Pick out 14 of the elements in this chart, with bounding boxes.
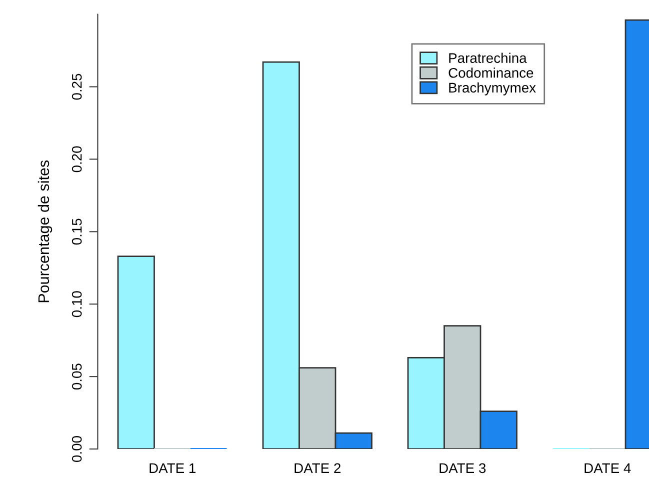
y-tick-label: 0.20 — [72, 146, 82, 172]
x-tick-label: DATE 3 — [440, 463, 486, 474]
legend-label: Codominance — [448, 68, 534, 78]
y-tick-label: 0.00 — [72, 436, 82, 462]
x-tick-label: DATE 1 — [150, 463, 196, 473]
x-tick-label: DATE 4 — [584, 463, 631, 473]
x-tick-label: DATE 2 — [294, 463, 340, 473]
y-tick-label: 0.05 — [72, 364, 82, 390]
legend-label: Brachymymex — [449, 82, 536, 96]
y-tick-label: 0.25 — [72, 74, 82, 100]
y-tick-label: 0.15 — [72, 218, 82, 245]
y-tick-label: 0.10 — [72, 291, 82, 318]
y-axis-title: Pourcentage de sites — [38, 160, 52, 302]
legend-label: Paratrechina — [449, 52, 527, 63]
